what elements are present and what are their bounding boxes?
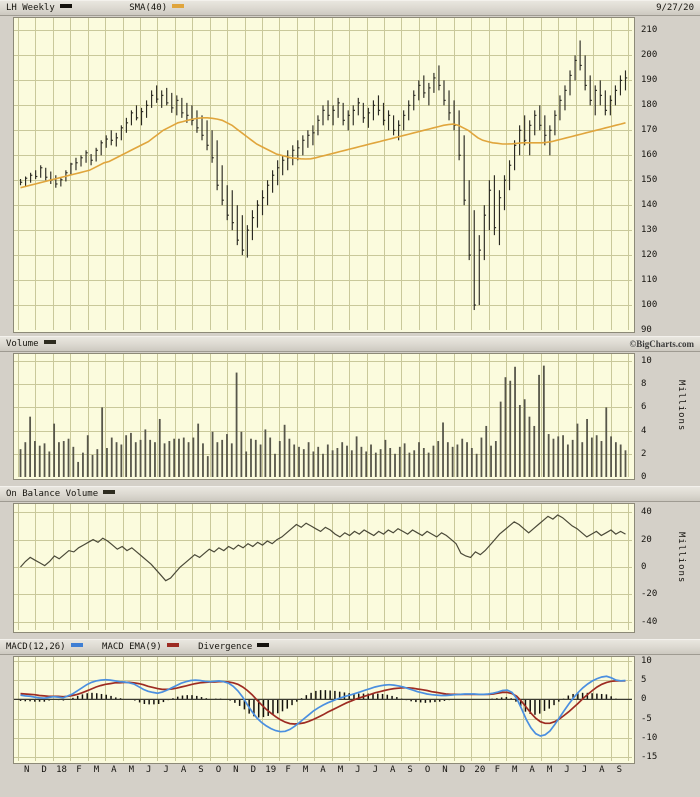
axis-tick-label: 100 bbox=[641, 300, 658, 311]
volume-chart-plot[interactable] bbox=[13, 353, 635, 480]
quote-date: 9/27/20 bbox=[656, 3, 694, 13]
macd-label: MACD(12,26) bbox=[6, 642, 66, 652]
axis-tick-label: -10 bbox=[641, 732, 658, 743]
macd-chart-plot[interactable] bbox=[13, 656, 635, 764]
symbol-label: LH Weekly bbox=[6, 3, 55, 13]
x-axis-tick-label: N bbox=[442, 765, 448, 775]
x-axis-tick-label: J bbox=[372, 765, 378, 775]
x-axis-tick-label: D bbox=[459, 765, 466, 775]
x-axis-tick-label: M bbox=[302, 765, 309, 775]
volume-units-label: Millions bbox=[676, 380, 686, 432]
price-y-axis: 90 100 110 120 130 140 150 160 170 180 190 200 210 bbox=[641, 17, 697, 335]
axis-tick-label: 90 bbox=[641, 325, 652, 335]
axis-tick-label: -15 bbox=[641, 752, 658, 763]
x-axis-tick-label: N bbox=[23, 765, 30, 775]
divergence-label: Divergence bbox=[198, 642, 253, 652]
x-axis-tick-label: A bbox=[529, 765, 535, 775]
axis-tick-label: 40 bbox=[641, 507, 652, 518]
x-axis-tick-label: 20 bbox=[474, 765, 486, 775]
axis-tick-label: 4 bbox=[641, 425, 647, 436]
axis-tick-label: 6 bbox=[641, 402, 647, 413]
x-axis-tick-label: J bbox=[145, 765, 152, 775]
x-axis-tick-label: N bbox=[233, 765, 239, 775]
axis-tick-label: 210 bbox=[641, 25, 658, 36]
volume-color-swatch bbox=[43, 340, 56, 344]
axis-tick-label: -5 bbox=[641, 713, 652, 724]
bigcharts-watermark: ©BigCharts.com bbox=[629, 339, 694, 349]
x-axis-tick-label: M bbox=[337, 765, 344, 775]
x-axis-tick-label: A bbox=[389, 765, 396, 775]
x-axis-tick-label: S bbox=[407, 765, 413, 775]
symbol-color-swatch bbox=[59, 4, 72, 8]
axis-tick-label: 0 bbox=[641, 472, 647, 482]
x-axis-tick-label: F bbox=[285, 765, 291, 775]
x-axis-tick-label: O bbox=[215, 765, 222, 775]
x-axis-tick-label: J bbox=[564, 765, 570, 775]
axis-tick-label: 2 bbox=[641, 448, 647, 459]
obv-y-axis: -40 -20 0 20 40 bbox=[641, 503, 681, 631]
axis-tick-label: 110 bbox=[641, 275, 658, 286]
obv-units-label: Millions bbox=[676, 532, 686, 584]
x-axis-tick-label: M bbox=[511, 765, 518, 775]
macd-panel-header: MACD(12,26) MACD EMA(9) Divergence bbox=[0, 639, 700, 655]
x-axis-tick-label: J bbox=[355, 765, 361, 775]
macd-ema-label: MACD EMA(9) bbox=[102, 642, 162, 652]
x-axis-tick-label: 18 bbox=[56, 765, 67, 775]
x-axis-tick-label: 19 bbox=[265, 765, 277, 775]
x-axis-tick-label: A bbox=[320, 765, 326, 775]
axis-tick-label: 0 bbox=[641, 562, 647, 572]
axis-tick-label: 200 bbox=[641, 50, 658, 61]
axis-tick-label: 5 bbox=[641, 675, 647, 686]
x-axis-tick-label: A bbox=[180, 765, 187, 775]
axis-tick-label: 120 bbox=[641, 250, 658, 261]
axis-tick-label: 8 bbox=[641, 379, 647, 390]
obv-color-swatch bbox=[103, 490, 116, 494]
x-axis-tick-label: O bbox=[424, 765, 431, 775]
x-axis-tick-label: J bbox=[163, 765, 169, 775]
axis-tick-label: 10 bbox=[641, 355, 652, 366]
x-axis-tick-label: M bbox=[93, 765, 100, 775]
price-panel-header: LH Weekly SMA(40) 9/27/20 bbox=[0, 0, 700, 16]
macd-y-axis: -15 -10 -5 0 5 10 bbox=[641, 656, 681, 762]
macd-ema-color-swatch bbox=[166, 643, 179, 647]
x-axis-labels: N D 18 F M A M J J A S O N D 19 F M A M J J A S O N D 20 F M A M J J A S bbox=[0, 765, 700, 781]
x-axis-tick-label: D bbox=[41, 765, 47, 775]
x-axis-tick-label: J bbox=[581, 765, 588, 775]
axis-tick-label: 180 bbox=[641, 100, 658, 111]
obv-panel-header: On Balance Volume bbox=[0, 486, 700, 502]
axis-tick-label: 20 bbox=[641, 534, 652, 545]
axis-tick-label: 130 bbox=[641, 225, 658, 236]
volume-y-axis: 0 2 4 6 8 10 bbox=[641, 353, 681, 482]
x-axis-tick-label: F bbox=[494, 765, 500, 775]
x-axis-tick-label: M bbox=[546, 765, 553, 775]
divergence-color-swatch bbox=[257, 643, 270, 647]
x-axis-tick-label: F bbox=[76, 765, 82, 775]
volume-panel-header: Volume ©BigCharts.com bbox=[0, 336, 700, 352]
volume-label: Volume bbox=[6, 339, 39, 349]
axis-tick-label: 10 bbox=[641, 655, 652, 666]
x-axis-tick-label: M bbox=[128, 765, 134, 775]
axis-tick-label: 150 bbox=[641, 175, 658, 186]
x-axis-tick-label: S bbox=[198, 765, 204, 775]
x-axis-tick-label: S bbox=[616, 765, 622, 775]
axis-tick-label: 0 bbox=[641, 694, 647, 705]
axis-tick-label: 170 bbox=[641, 125, 658, 136]
axis-tick-label: 160 bbox=[641, 150, 658, 161]
x-axis-tick-label: A bbox=[599, 765, 605, 775]
x-axis-tick-label: A bbox=[111, 765, 117, 775]
axis-tick-label: -40 bbox=[641, 616, 658, 627]
obv-label: On Balance Volume bbox=[6, 489, 99, 499]
macd-color-swatch bbox=[70, 643, 83, 647]
price-chart-plot[interactable] bbox=[13, 17, 635, 333]
obv-chart-plot[interactable] bbox=[13, 503, 635, 633]
sma-legend-label: SMA(40) bbox=[129, 3, 168, 13]
axis-tick-label: 140 bbox=[641, 200, 658, 211]
sma-color-swatch bbox=[172, 4, 185, 8]
axis-tick-label: 190 bbox=[641, 75, 658, 86]
axis-tick-label: -20 bbox=[641, 589, 658, 600]
x-axis-tick-label: D bbox=[250, 765, 256, 775]
